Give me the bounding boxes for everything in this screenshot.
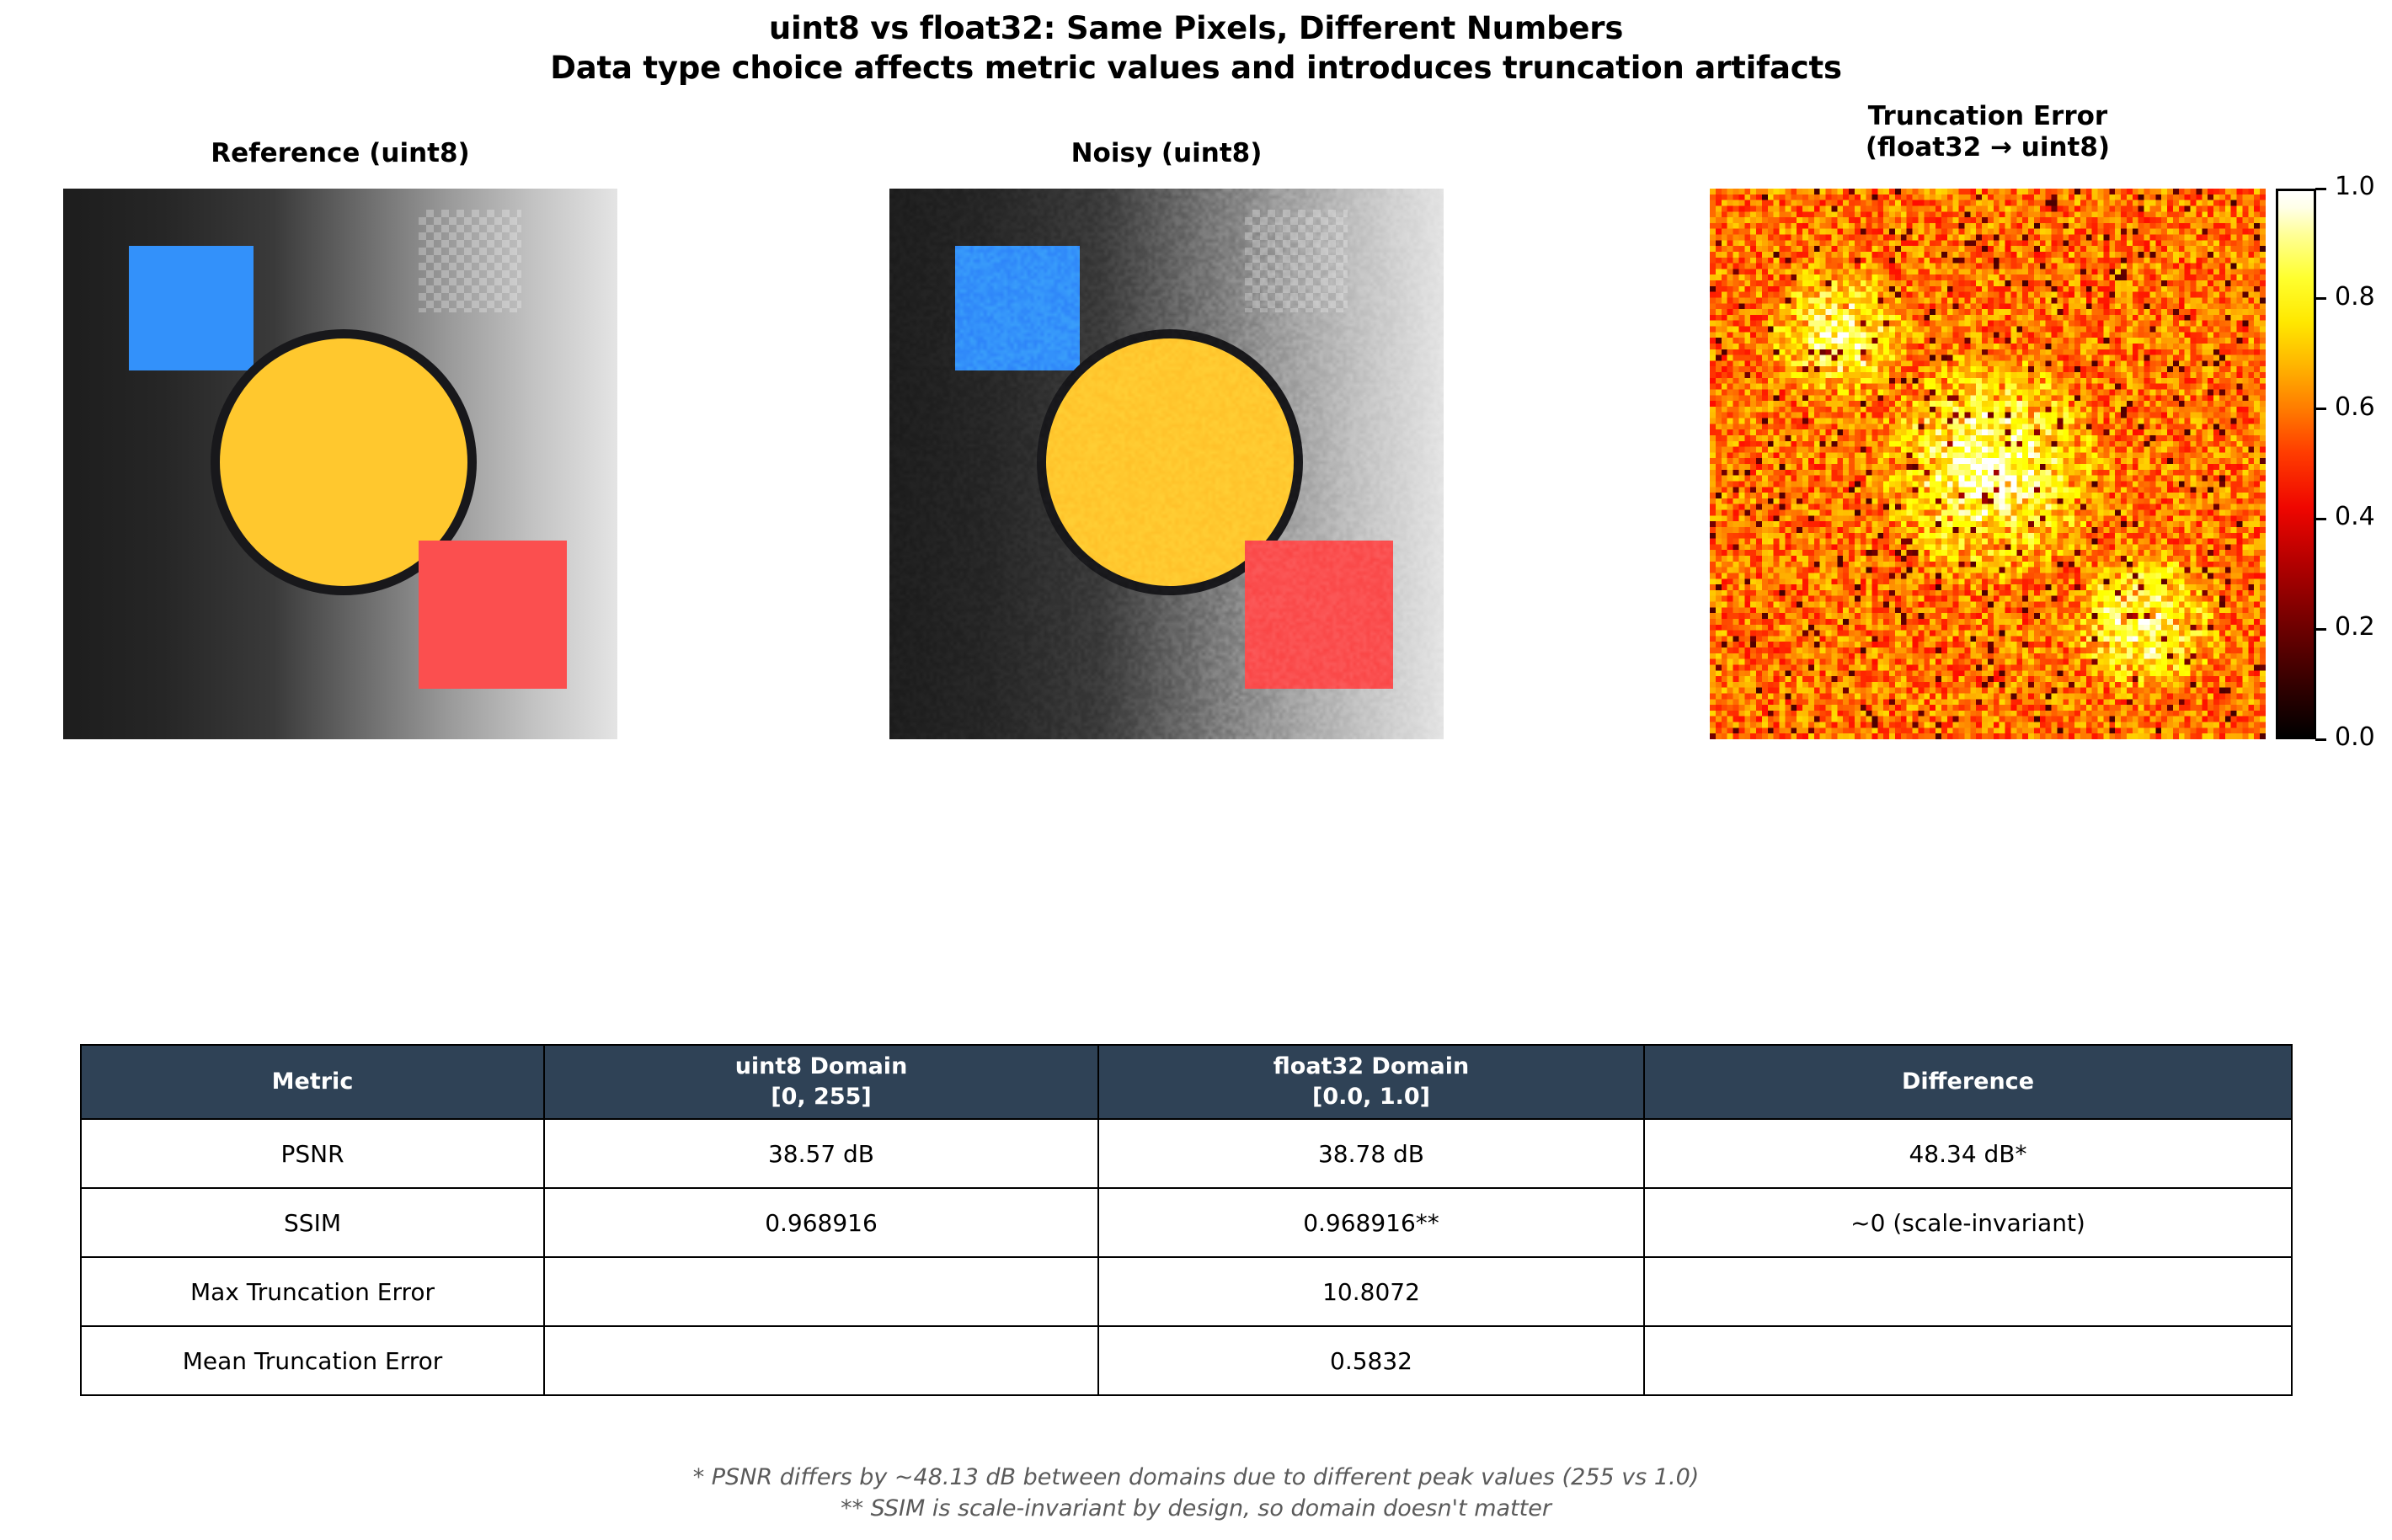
table-row: Mean Truncation Error 0.5832 — [80, 1325, 2293, 1396]
cell-metric: PSNR — [80, 1118, 545, 1189]
panel-title-truncation-error: Truncation Error (float32 → uint8) — [1710, 101, 2266, 163]
table-row: PSNR 38.57 dB 38.78 dB 48.34 dB* — [80, 1118, 2293, 1189]
figure-title: uint8 vs float32: Same Pixels, Different… — [768, 10, 1624, 46]
column-header-difference: Difference — [1643, 1044, 2293, 1120]
table-body: PSNR 38.57 dB 38.78 dB 48.34 dB* SSIM 0.… — [80, 1118, 2293, 1396]
cell-uint8: 38.57 dB — [543, 1118, 1099, 1189]
colorbar-tick-mark — [2315, 297, 2326, 301]
figure-subtitle: Data type choice affects metric values a… — [550, 50, 1842, 87]
cell-uint8: 0.968916 — [543, 1187, 1099, 1258]
checker-texture-patch — [419, 210, 521, 312]
truncation-error-heatmap — [1710, 189, 2266, 739]
colorbar-tick-label: 0.8 — [2335, 281, 2375, 312]
panel-title-noisy: Noisy (uint8) — [1071, 138, 1263, 168]
colorbar — [2276, 189, 2316, 739]
cell-float32: 10.8072 — [1097, 1256, 1645, 1327]
cell-uint8 — [543, 1325, 1099, 1396]
cell-uint8 — [543, 1256, 1099, 1327]
footnote-psnr: * PSNR differs by ~48.13 dB between doma… — [692, 1464, 1700, 1490]
colorbar-tick-mark — [2315, 517, 2326, 520]
noise-overlay — [889, 189, 1444, 739]
figure-title-block: uint8 vs float32: Same Pixels, Different… — [0, 8, 2392, 88]
column-header-float32-domain: float32 Domain [0.0, 1.0] — [1097, 1044, 1645, 1120]
colorbar-tick-label: 0.6 — [2335, 392, 2375, 422]
cell-float32: 0.5832 — [1097, 1325, 1645, 1396]
cell-float32: 38.78 dB — [1097, 1118, 1645, 1189]
footnotes: * PSNR differs by ~48.13 dB between doma… — [0, 1462, 2392, 1525]
colorbar-tick-mark — [2315, 187, 2326, 190]
panel-title-reference: Reference (uint8) — [211, 138, 470, 168]
reference-image — [63, 189, 617, 739]
cell-float32: 0.968916** — [1097, 1187, 1645, 1258]
cell-difference — [1643, 1256, 2293, 1327]
footnote-ssim: ** SSIM is scale-invariant by design, so… — [841, 1495, 1551, 1522]
blue-square — [129, 246, 254, 370]
colorbar-tick-mark — [2315, 738, 2326, 741]
table-row: Max Truncation Error 10.8072 — [80, 1256, 2293, 1327]
cell-metric: SSIM — [80, 1187, 545, 1258]
column-header-uint8-domain: uint8 Domain [0, 255] — [543, 1044, 1099, 1120]
cell-metric: Max Truncation Error — [80, 1256, 545, 1327]
column-header-metric: Metric — [80, 1044, 545, 1120]
colorbar-tick-label: 1.0 — [2335, 172, 2375, 201]
metrics-table: Metric uint8 Domain [0, 255] float32 Dom… — [80, 1044, 2293, 1396]
cell-difference: ~0 (scale-invariant) — [1643, 1187, 2293, 1258]
colorbar-tick-mark — [2315, 627, 2326, 631]
cell-difference: 48.34 dB* — [1643, 1118, 2293, 1189]
colorbar-tick-label: 0.0 — [2335, 722, 2375, 752]
colorbar-tick-label: 0.2 — [2335, 612, 2375, 642]
colorbar-tick-label: 0.4 — [2335, 502, 2375, 532]
panel-title-truncation-error-line2: (float32 → uint8) — [1865, 132, 2111, 163]
panel-title-truncation-error-line1: Truncation Error — [1867, 101, 2108, 131]
cell-metric: Mean Truncation Error — [80, 1325, 545, 1396]
cell-difference — [1643, 1325, 2293, 1396]
table-header-row: Metric uint8 Domain [0, 255] float32 Dom… — [80, 1044, 2293, 1120]
table-header: Metric uint8 Domain [0, 255] float32 Dom… — [80, 1044, 2293, 1120]
red-square — [419, 541, 567, 689]
colorbar-tick-mark — [2315, 408, 2326, 411]
table-row: SSIM 0.968916 0.968916** ~0 (scale-invar… — [80, 1187, 2293, 1258]
noisy-image — [889, 189, 1444, 739]
